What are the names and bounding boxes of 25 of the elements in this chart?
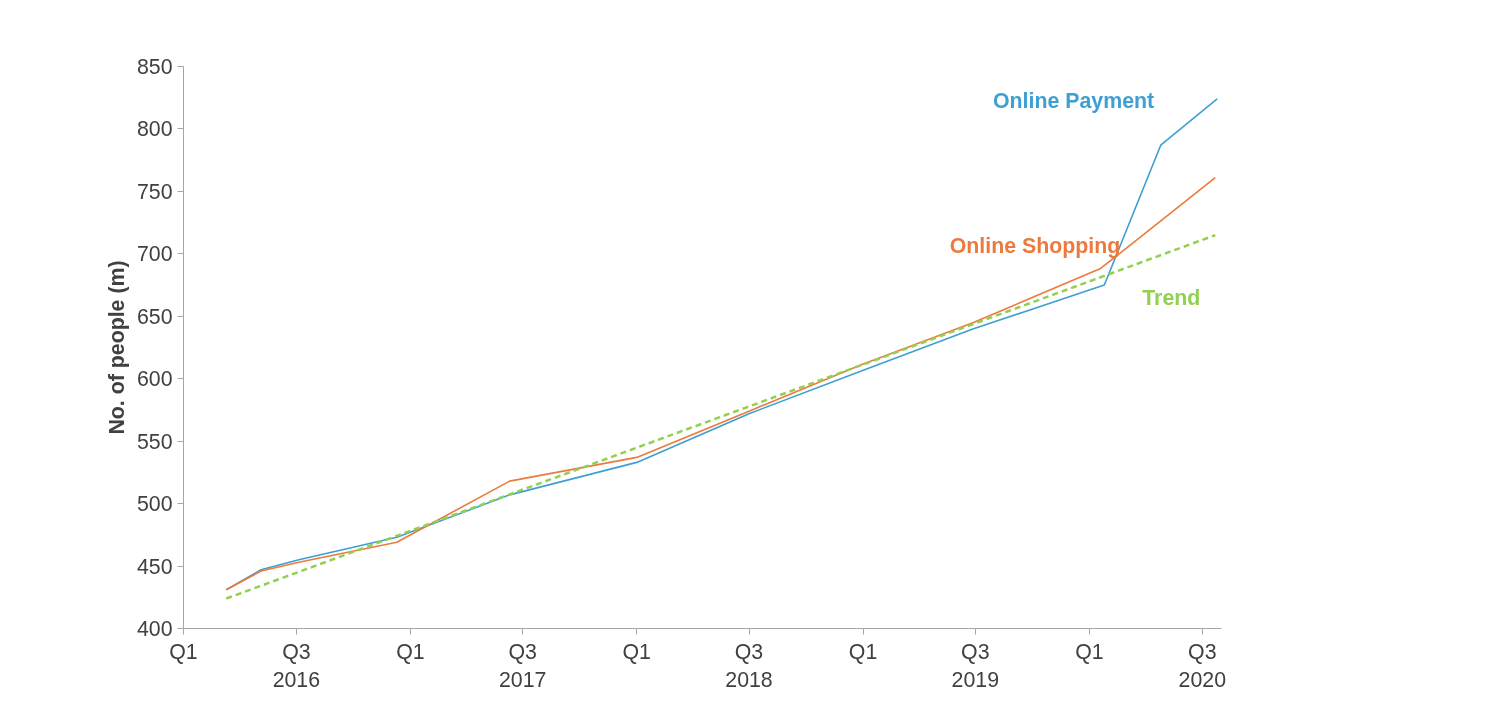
y-tick-label: 750	[136, 179, 173, 204]
x-tick-label: Q1	[622, 639, 651, 664]
y-tick-label: 800	[136, 117, 173, 142]
y-tick-label: 450	[136, 554, 173, 579]
x-tick-label: Q3 2020	[1178, 639, 1227, 693]
y-tick-label: 500	[136, 492, 173, 517]
x-tick-label: Q3 2016	[272, 639, 321, 693]
y-tick-label: 550	[136, 429, 173, 454]
x-tick-label: Q3 2019	[951, 639, 1000, 693]
y-tick-label: 400	[136, 617, 173, 641]
x-tick-label: Q3 2017	[498, 639, 547, 693]
line-series	[225, 176, 1217, 591]
series-label: Online Shopping	[949, 233, 1121, 258]
y-tick-label: 700	[136, 242, 173, 267]
x-tick-label: Q1	[1075, 639, 1104, 664]
x-tick-label: Q1	[848, 639, 878, 664]
y-tick-label: 650	[136, 304, 173, 329]
x-tick-label: Q1	[169, 639, 198, 664]
y-axis-title: No. of people (m)	[104, 260, 129, 435]
series-label: Online Payment	[992, 88, 1155, 113]
x-tick-label: Q1	[396, 639, 425, 664]
y-tick-label: 600	[136, 367, 173, 392]
y-tick-label: 850	[136, 55, 173, 79]
series-label: Trend	[1142, 286, 1201, 311]
x-tick-label: Q3 2018	[725, 639, 773, 693]
